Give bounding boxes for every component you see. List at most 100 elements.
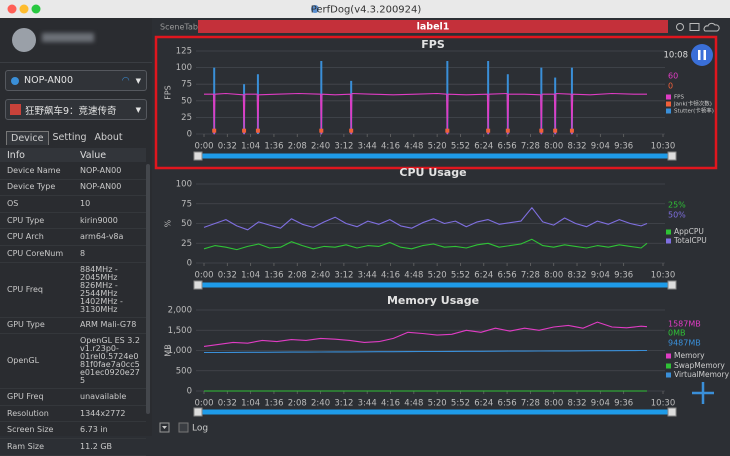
device-dropdown[interactable]: NOP-AN00 ◠ ▼ bbox=[5, 70, 147, 91]
folder-icon[interactable] bbox=[689, 23, 700, 31]
series-line bbox=[204, 349, 647, 354]
legend-label: Jank(卡顿次数) bbox=[673, 100, 712, 108]
highlight-box bbox=[154, 35, 718, 170]
series-line bbox=[203, 238, 648, 251]
y-tick-label: 100 bbox=[176, 180, 192, 190]
slider-handle[interactable] bbox=[667, 151, 677, 161]
slider-handle[interactable] bbox=[193, 407, 203, 417]
time-slider[interactable] bbox=[197, 409, 673, 415]
chart: CPU Usage% 0 25 50 75 100 0:00 0:32 1:04 1:36 2:08… bbox=[164, 166, 707, 290]
x-tick-label: 3:12 bbox=[334, 399, 353, 409]
table-row: Resolution 1344x2772 bbox=[0, 406, 146, 423]
table-row: CPU Freq 884MHz - 2045MHz 826MHz - 2544MH… bbox=[0, 263, 146, 318]
table-row: Ram Size 11.2 GB bbox=[0, 439, 146, 456]
x-tick-label: 2:40 bbox=[311, 142, 330, 152]
info-key: Device Type bbox=[7, 182, 56, 192]
app-dropdown[interactable]: 狂野飙车9：竞速传奇 ▼ bbox=[5, 99, 147, 120]
x-tick-label: 0:32 bbox=[218, 271, 237, 281]
pause-button[interactable] bbox=[691, 44, 713, 66]
header-cell: Info bbox=[7, 149, 25, 161]
info-value: OpenGL ES 3.2 v1.r23p0-01rel0.5724e081f0… bbox=[80, 336, 140, 386]
slider-handle[interactable] bbox=[667, 280, 677, 290]
x-tick-label: 4:16 bbox=[381, 399, 400, 409]
x-tick-label: 2:40 bbox=[311, 399, 330, 409]
x-tick-label: 9:04 bbox=[591, 142, 610, 152]
y-tick-label: 500 bbox=[176, 366, 192, 376]
label-bar[interactable] bbox=[198, 20, 668, 33]
info-value: NOP-AN00 bbox=[80, 182, 122, 192]
x-tick-label: 3:12 bbox=[334, 142, 353, 152]
x-tick-label: 7:28 bbox=[521, 399, 540, 409]
x-tick-label: 1:04 bbox=[241, 399, 260, 409]
slider-handle[interactable] bbox=[193, 280, 203, 290]
slider-handle[interactable] bbox=[667, 407, 677, 417]
caret: ▼ bbox=[135, 76, 141, 85]
info-table: Device Name NOP-AN00 Device Type NOP-AN00 OS… bbox=[0, 163, 146, 456]
x-tick-label: 8:32 bbox=[567, 142, 586, 152]
x-tick-label: 5:20 bbox=[428, 271, 447, 281]
x-tick-label: 2:08 bbox=[288, 142, 307, 152]
slider-handle[interactable] bbox=[193, 151, 203, 161]
x-tick-label: 4:48 bbox=[404, 399, 423, 409]
table-row: Device Name NOP-AN00 bbox=[0, 163, 146, 180]
close-button[interactable] bbox=[7, 4, 17, 14]
y-axis-label: MB bbox=[164, 344, 173, 356]
avatar bbox=[12, 28, 36, 52]
x-tick-label: 3:44 bbox=[358, 399, 377, 409]
y-axis-label: % bbox=[164, 219, 173, 227]
location-icon[interactable] bbox=[676, 23, 684, 31]
x-tick-label: 5:52 bbox=[451, 399, 470, 409]
app-icon bbox=[311, 5, 319, 13]
legend-label: VirtualMemory bbox=[674, 370, 730, 379]
info-key: CPU Arch bbox=[7, 232, 44, 242]
x-tick-label: 9:04 bbox=[591, 399, 610, 409]
table-row: GPU Freq unavailable bbox=[0, 389, 146, 406]
time-slider[interactable] bbox=[197, 153, 673, 159]
tab[interactable]: About bbox=[94, 132, 123, 143]
add-button[interactable] bbox=[692, 382, 714, 404]
info-key: CPU Freq bbox=[7, 284, 43, 294]
table-row: OpenGL OpenGL ES 3.2 v1.r23p0-01rel0.5724… bbox=[0, 334, 146, 390]
x-tick-label: 6:56 bbox=[498, 271, 517, 281]
jank-marker bbox=[486, 128, 491, 133]
x-tick-label: 2:40 bbox=[311, 271, 330, 281]
info-key: Ram Size bbox=[7, 441, 45, 451]
y-tick-label: 75 bbox=[181, 199, 192, 209]
info-value: NOP-AN00 bbox=[80, 165, 122, 175]
caret: ▼ bbox=[135, 105, 141, 114]
zoom-button[interactable] bbox=[31, 4, 41, 14]
legend-swatch bbox=[666, 372, 671, 378]
time-slider[interactable] bbox=[197, 282, 673, 288]
x-tick-label: 7:28 bbox=[521, 142, 540, 152]
legend-swatch bbox=[666, 238, 671, 244]
x-tick-label: 5:20 bbox=[428, 142, 447, 152]
jank-marker bbox=[212, 128, 217, 133]
x-tick-label: 0:32 bbox=[218, 399, 237, 409]
info-value: kirin9000 bbox=[80, 215, 118, 225]
info-value: 884MHz - 2045MHz 826MHz - 2544MHz 1402MH… bbox=[80, 264, 123, 314]
jank-marker bbox=[569, 128, 574, 133]
jank-marker bbox=[505, 128, 510, 133]
cloud-icon[interactable] bbox=[703, 22, 720, 32]
main-canvas: PerfDog(v4.3.200924) SceneTab label1 10:… bbox=[0, 0, 730, 434]
info-value: ARM Mali-G78 bbox=[80, 320, 137, 330]
x-tick-label: 5:52 bbox=[451, 142, 470, 152]
y-tick-label: 125 bbox=[176, 47, 192, 57]
tab[interactable]: Setting bbox=[52, 132, 87, 143]
scrollbar[interactable] bbox=[146, 164, 150, 414]
minimize-button[interactable] bbox=[19, 4, 29, 14]
tab[interactable]: Device bbox=[6, 131, 49, 145]
legend-label: Stutter(卡顿率) bbox=[674, 107, 714, 115]
x-tick-label: 0:32 bbox=[218, 142, 237, 152]
y-tick-label: 2,000 bbox=[168, 306, 192, 316]
log-checkbox[interactable] bbox=[178, 422, 189, 433]
collapse-button[interactable] bbox=[159, 422, 170, 433]
legend-swatch bbox=[666, 353, 671, 359]
y-tick-label: 0 bbox=[187, 130, 192, 140]
current-value: 25% bbox=[668, 201, 686, 210]
scene-tab[interactable]: SceneTab bbox=[160, 23, 198, 32]
info-key: GPU Freq bbox=[7, 391, 44, 401]
x-tick-label: 1:04 bbox=[241, 142, 260, 152]
info-value: 10 bbox=[80, 198, 91, 208]
